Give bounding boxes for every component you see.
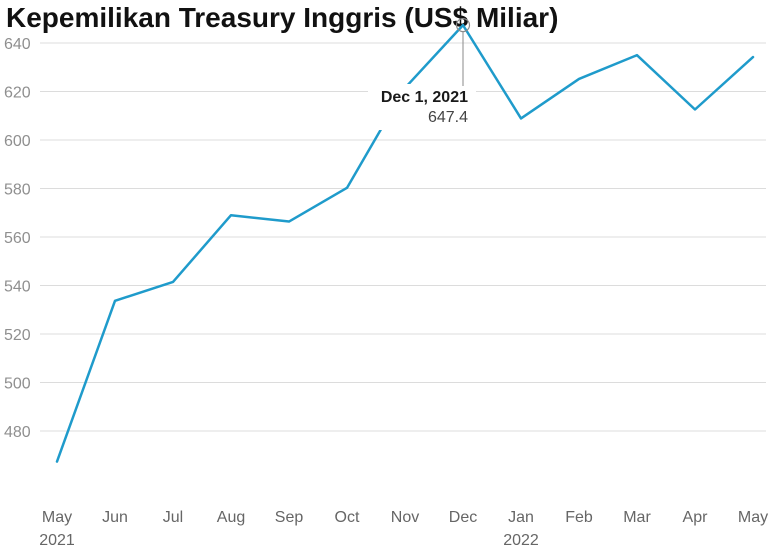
y-tick-label-640: 640 bbox=[4, 36, 31, 53]
y-tick-label-520: 520 bbox=[4, 327, 31, 344]
chart-title: Kepemilikan Treasury Inggris (US$ Miliar… bbox=[6, 2, 559, 33]
x-tick-label-2: Jul bbox=[163, 509, 183, 526]
x-tick-label-11: Apr bbox=[683, 509, 709, 526]
x-tick-label-12: May bbox=[738, 509, 768, 526]
x-tick-label-7: Dec bbox=[449, 509, 477, 526]
x-tick-label-9: Feb bbox=[565, 509, 593, 526]
y-tick-label-540: 540 bbox=[4, 279, 31, 296]
tooltip: Dec 1, 2021 647.4 bbox=[368, 18, 476, 130]
x-tick-label-4: Sep bbox=[275, 509, 304, 526]
y-tick-label-620: 620 bbox=[4, 85, 31, 102]
tooltip-date: Dec 1, 2021 bbox=[381, 89, 468, 106]
y-tick-label-500: 500 bbox=[4, 376, 31, 393]
x-axis: May 2021 Jun Jul Aug Sep Oct Nov Dec Jan 2022 Feb Ma… bbox=[39, 509, 768, 549]
y-tick-label-580: 580 bbox=[4, 182, 31, 199]
x-tick-year-0: 2021 bbox=[39, 532, 75, 549]
x-tick-label-1: Jun bbox=[102, 509, 128, 526]
y-axis: 480 500 520 540 560 580 600 620 640 bbox=[4, 36, 31, 441]
y-tick-label-480: 480 bbox=[4, 424, 31, 441]
x-tick-year-8: 2022 bbox=[503, 532, 539, 549]
y-tick-label-600: 600 bbox=[4, 133, 31, 150]
tooltip-background bbox=[368, 84, 476, 130]
x-tick-label-5: Oct bbox=[335, 509, 360, 526]
x-tick-label-10: Mar bbox=[623, 509, 651, 526]
x-tick-label-8: Jan bbox=[508, 509, 534, 526]
tooltip-marker bbox=[455, 18, 471, 33]
tooltip-value: 647.4 bbox=[428, 109, 468, 126]
y-tick-label-560: 560 bbox=[4, 230, 31, 247]
x-tick-label-3: Aug bbox=[217, 509, 245, 526]
x-tick-label-6: Nov bbox=[391, 509, 419, 526]
x-tick-label-0: May bbox=[42, 509, 72, 526]
